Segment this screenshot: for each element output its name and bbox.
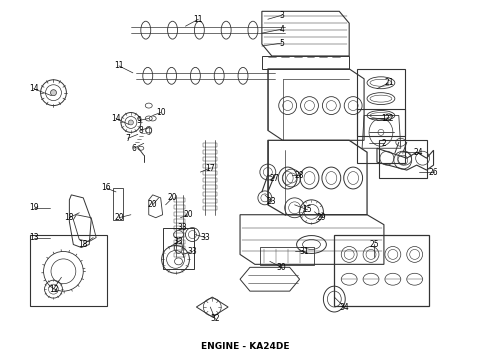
Bar — [113, 188, 123, 220]
Text: 11: 11 — [114, 62, 124, 71]
Bar — [203, 171, 217, 175]
Text: 14: 14 — [111, 114, 121, 123]
Bar — [173, 226, 185, 230]
Text: 8: 8 — [139, 126, 143, 135]
Bar — [203, 164, 217, 168]
Text: 18: 18 — [78, 240, 88, 249]
Text: 20: 20 — [168, 193, 177, 202]
Bar — [173, 247, 185, 251]
Ellipse shape — [50, 90, 56, 96]
Bar — [173, 212, 185, 216]
Text: 20: 20 — [184, 210, 193, 219]
Text: 5: 5 — [279, 39, 284, 48]
Bar — [203, 206, 217, 210]
Bar — [173, 233, 185, 237]
Bar — [173, 219, 185, 223]
Text: 27: 27 — [270, 174, 280, 183]
Text: 2: 2 — [382, 139, 386, 148]
Text: 18: 18 — [65, 213, 74, 222]
Text: 23: 23 — [267, 197, 276, 206]
Text: 12: 12 — [49, 285, 58, 294]
Text: 17: 17 — [205, 163, 215, 172]
Text: 34: 34 — [340, 302, 349, 311]
Text: 13: 13 — [29, 233, 38, 242]
Text: 32: 32 — [210, 314, 220, 323]
Bar — [203, 143, 217, 147]
Text: 31: 31 — [300, 247, 309, 256]
Text: 33: 33 — [177, 223, 187, 232]
Bar — [203, 150, 217, 154]
Text: ENGINE - KA24DE: ENGINE - KA24DE — [201, 342, 289, 351]
Bar — [260, 247, 315, 265]
Ellipse shape — [128, 120, 133, 125]
Text: 29: 29 — [317, 213, 326, 222]
Text: 20: 20 — [148, 200, 157, 209]
Text: 33: 33 — [188, 247, 197, 256]
Bar — [357, 69, 405, 136]
Text: 26: 26 — [429, 167, 439, 176]
Bar — [334, 235, 429, 306]
Bar — [203, 157, 217, 161]
Bar — [357, 109, 405, 163]
Bar — [203, 178, 217, 182]
Text: 28: 28 — [295, 171, 304, 180]
Text: 21: 21 — [384, 78, 393, 87]
Bar — [173, 253, 185, 257]
Bar — [173, 198, 185, 202]
Text: 1: 1 — [382, 114, 386, 123]
Bar — [203, 199, 217, 203]
Text: 14: 14 — [29, 84, 38, 93]
Text: 9: 9 — [136, 116, 141, 125]
Text: 11: 11 — [194, 15, 203, 24]
Text: 30: 30 — [277, 263, 287, 272]
Text: 4: 4 — [279, 25, 284, 34]
Text: 10: 10 — [156, 108, 166, 117]
Text: 33: 33 — [200, 233, 210, 242]
Text: 16: 16 — [101, 184, 111, 193]
Text: 25: 25 — [369, 240, 379, 249]
Text: 33: 33 — [173, 237, 183, 246]
Bar — [163, 228, 195, 269]
Text: 24: 24 — [414, 148, 423, 157]
Text: 3: 3 — [279, 11, 284, 20]
Bar — [173, 205, 185, 209]
Text: 7: 7 — [125, 134, 130, 143]
Text: 19: 19 — [29, 203, 38, 212]
Bar — [30, 235, 107, 306]
Bar — [203, 185, 217, 189]
Bar — [379, 140, 427, 178]
Bar — [173, 239, 185, 243]
Text: 20: 20 — [114, 213, 124, 222]
Text: 22: 22 — [384, 114, 393, 123]
Bar — [203, 192, 217, 196]
Text: 15: 15 — [303, 205, 312, 214]
Text: 6: 6 — [131, 144, 136, 153]
